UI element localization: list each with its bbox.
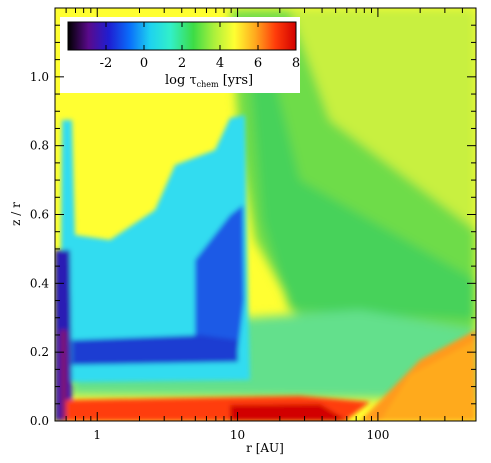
- x-axis-label: r [AU]: [246, 441, 284, 455]
- x-tick-label: 100: [366, 428, 389, 442]
- region-inner-cavity-band: [72, 335, 238, 365]
- y-axis-label: z / r: [9, 202, 23, 226]
- colorbar-tick-label: 4: [216, 56, 224, 71]
- y-tick-label: 1.0: [30, 70, 49, 84]
- region-diagonal-band-inner: [250, 80, 476, 320]
- y-tick-label: 0.4: [30, 276, 49, 290]
- region-outer-midplane-edge: [380, 340, 476, 421]
- y-tick-label: 0.6: [30, 208, 49, 222]
- colorbar-tick-label: 2: [178, 56, 186, 71]
- x-tick-label: 10: [230, 428, 245, 442]
- colorbar-label-unit: [yrs]: [219, 73, 254, 88]
- colorbar-tick-label: 6: [254, 56, 262, 71]
- colorbar-label-sub: chem: [197, 80, 219, 89]
- colorbar-tick-label: -2: [100, 56, 113, 71]
- x-axis: 1 10 100: [54, 8, 477, 442]
- y-tick-label: 0.8: [30, 139, 49, 153]
- region-inner-edge-dark: [60, 330, 68, 421]
- y-tick-label: 0.0: [30, 414, 49, 428]
- colorbar-tick-label: 0: [140, 56, 148, 71]
- region-midplane-core: [230, 404, 348, 421]
- colorbar-label-main: log τ: [165, 73, 197, 88]
- y-axis: 0.0 0.2 0.4 0.6 0.8 1.0: [30, 7, 476, 428]
- colorbar-ticks: -2 0 2 4 6 8: [100, 22, 300, 71]
- colorbar-label: log τchem [yrs]: [165, 73, 253, 89]
- x-tick-label: 1: [93, 428, 101, 442]
- region-inner-cavity-core: [195, 205, 244, 355]
- y-tick-label: 0.2: [30, 345, 49, 359]
- colorbar: -2 0 2 4 6 8 log τchem [yrs]: [60, 17, 300, 93]
- colorbar-tick-label: 8: [292, 56, 300, 71]
